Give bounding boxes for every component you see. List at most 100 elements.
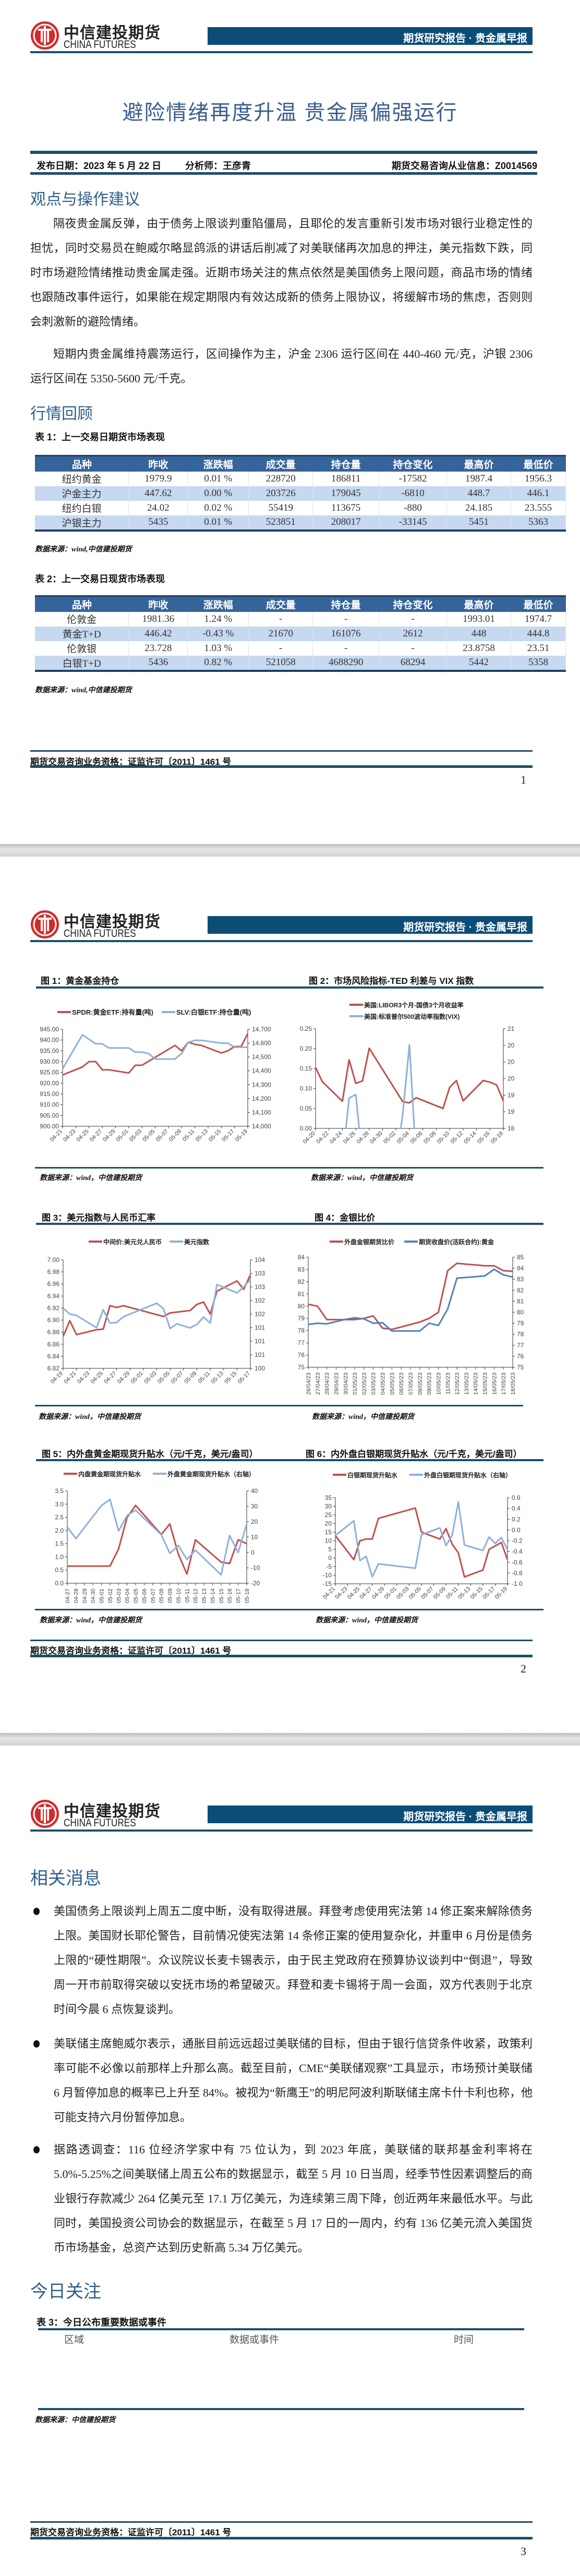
column-header: 成交量 — [248, 596, 313, 612]
x-axis-tick-label: 11/05/23 — [445, 1373, 451, 1394]
left-axis-tick-label: 80 — [298, 1303, 305, 1310]
right-axis-tick-label: 76 — [517, 1353, 524, 1360]
table-cell: 23.555 — [511, 500, 566, 515]
x-axis-tick-label: 05-07 — [170, 1370, 185, 1385]
x-axis-tick-label: 30/04/23 — [343, 1373, 349, 1395]
table-cell: 21670 — [248, 626, 313, 641]
right-axis-tick-label: 83 — [517, 1275, 524, 1283]
table-cell: 0.01 % — [187, 515, 249, 531]
left-axis-tick-label: 6.84 — [47, 1353, 60, 1360]
brand-name-en: CHINA FUTURES — [64, 1817, 136, 1829]
table-cell: 1.24 % — [187, 611, 249, 627]
x-axis-tick-label: 03/05/23 — [371, 1373, 377, 1395]
figure-title: 图 5：内外盘黄金期现货升贴水（元/千克，美元/盎司） — [42, 1449, 258, 1459]
page-separator — [0, 1733, 580, 1746]
page-separator — [0, 844, 580, 857]
figure-title: 图 3：美元指数与人民币汇率 — [42, 1213, 156, 1223]
footer-rule — [30, 2521, 533, 2523]
legend-label: 中间价:美元兑人民币 — [103, 1238, 162, 1246]
series-line — [63, 1274, 250, 1337]
x-axis-tick-label: 05-17 — [236, 1588, 242, 1603]
legend-label: 美元指数 — [184, 1238, 210, 1246]
table-cell: 5436 — [128, 655, 188, 671]
right-axis-tick-label: 14,000 — [252, 1123, 271, 1130]
left-axis-tick-label: 0.25 — [300, 1025, 312, 1032]
left-axis-tick-label: 5 — [328, 1546, 332, 1553]
report-type-banner: 期货研究报告 · 贵金属早报 — [208, 916, 533, 934]
right-axis-tick-label: -0.4 — [512, 1548, 523, 1555]
view-paragraph: 隔夜贵金属反弹，由于债务上限谈判重陷僵局，且耶伦的发言重新引发市场对银行业稳定性… — [30, 217, 533, 328]
x-axis-tick-label: 05-09 — [183, 1370, 198, 1385]
page-number: 1 — [521, 773, 526, 786]
x-axis-tick-label: 04-23 — [62, 1128, 77, 1143]
section-heading-news: 相关消息 — [30, 1869, 101, 1888]
legend-label: 美国:标准普尔500波动率指数(VIX) — [364, 1013, 460, 1020]
column-header: 最高价 — [446, 596, 511, 612]
table2-caption: 表 2：上一交易日现货市场表现 — [35, 574, 165, 584]
left-axis-tick-label: 84 — [298, 1254, 305, 1261]
table-cell: -33145 — [379, 515, 448, 531]
left-axis-tick-label: 6.94 — [47, 1292, 60, 1299]
series-line — [335, 1507, 508, 1578]
legend-label: 期货收盘价(活跃合约):黄金 — [419, 1238, 494, 1246]
table-cell: - — [248, 641, 313, 656]
left-axis-tick-label: 35 — [325, 1494, 332, 1501]
right-axis-tick-label: 100 — [255, 1365, 265, 1372]
table-row: 伦敦银 23.728 1.03 % - - -23.8758 23.51 — [35, 641, 566, 656]
x-axis-tick-label: 05-09 — [167, 1588, 174, 1603]
figure-source: 数据来源：wind，中信建投期货 — [40, 1174, 142, 1182]
footer-rule — [30, 1640, 533, 1641]
x-axis-tick-label: 04-27 — [103, 1370, 117, 1385]
legend-label: 内盘黄金期现货升贴水 — [78, 1470, 141, 1478]
right-axis-tick-label: 0 — [251, 1549, 255, 1556]
right-axis-tick-label: 14,500 — [252, 1053, 271, 1061]
right-axis-tick-label: -20 — [251, 1580, 260, 1587]
table-cell: 24.02 — [128, 500, 188, 515]
table-cell: 1993.01 — [446, 611, 511, 627]
news-item: 美联储主席鲍威尔表示，通胀目前远远超过美联储的目标，但由于银行信贷条件收紧，政策… — [30, 2031, 533, 2129]
left-axis-tick-label: 935.00 — [40, 1047, 59, 1054]
left-axis-tick-label: 25 — [325, 1511, 332, 1519]
table-cell: - — [312, 641, 380, 656]
chart-gold-basis: 0.0 0.5 1.0 1.5 2.0 2.5 3.0 3.5 -20 -10 0 10 20 30 40 0… — [55, 1470, 260, 1603]
x-axis-tick-label: 05-06 — [141, 1588, 148, 1603]
right-axis-tick-label: 30 — [251, 1503, 258, 1510]
table-cell: 179045 — [312, 486, 380, 501]
table-cell: - — [379, 611, 448, 627]
x-axis-tick-label: 05-02 — [107, 1588, 114, 1603]
right-axis-tick-label: -0.6 — [512, 1559, 523, 1566]
table-cell: 203726 — [248, 486, 313, 501]
right-axis-tick-label: 14,200 — [252, 1095, 271, 1102]
table-cell: 23.728 — [128, 641, 188, 656]
figure-source: 数据来源：wind，中信建投期货 — [312, 1413, 415, 1421]
table-cell: 444.8 — [511, 626, 566, 641]
right-axis-tick-label: 19 — [508, 1108, 515, 1115]
x-axis-tick-label: 05-01 — [115, 1128, 130, 1143]
left-axis-tick-label: 940.00 — [40, 1037, 59, 1044]
figure-rule — [36, 986, 543, 989]
legend-label: 美国:LIBOR3个月-国债3个月收益率 — [364, 1001, 464, 1009]
right-axis-tick-label: 21 — [508, 1025, 515, 1032]
table-cell: 1.03 % — [187, 641, 249, 656]
figure-source: 数据来源：wind，中信建投期货 — [40, 1617, 142, 1624]
x-axis-tick-label: 02/05/23 — [361, 1373, 368, 1395]
left-axis-tick-label: 910.00 — [40, 1101, 59, 1109]
bullet-icon — [33, 2146, 40, 2153]
x-axis-tick-label: 04-29 — [371, 1586, 385, 1600]
x-axis-tick-label: 27/04/23 — [315, 1373, 321, 1395]
right-axis-tick-label: 14,600 — [252, 1040, 271, 1047]
table-row: 伦敦金 1981.36 1.24 % - - -1993.01 1974.7 — [35, 611, 566, 627]
x-axis-tick-label: 29/04/23 — [333, 1373, 340, 1395]
left-axis-tick-label: 75 — [298, 1364, 305, 1371]
left-axis-tick-label: 6.96 — [47, 1280, 60, 1287]
report-title: 避险情绪再度升温 贵金属偏强运行 — [122, 101, 458, 124]
right-axis-tick-label: 20 — [508, 1042, 515, 1049]
x-axis-tick-label: 05-05 — [141, 1128, 156, 1143]
x-axis-tick-label: 04-27 — [358, 1586, 373, 1600]
footer-rule — [30, 765, 533, 768]
figure-source: 数据来源：wind，中信建投期货 — [316, 1617, 418, 1624]
column-header: 最低价 — [511, 596, 566, 612]
figure-title: 图 4：金银比价 — [315, 1213, 376, 1223]
section-heading-today: 今日关注 — [30, 2282, 101, 2302]
